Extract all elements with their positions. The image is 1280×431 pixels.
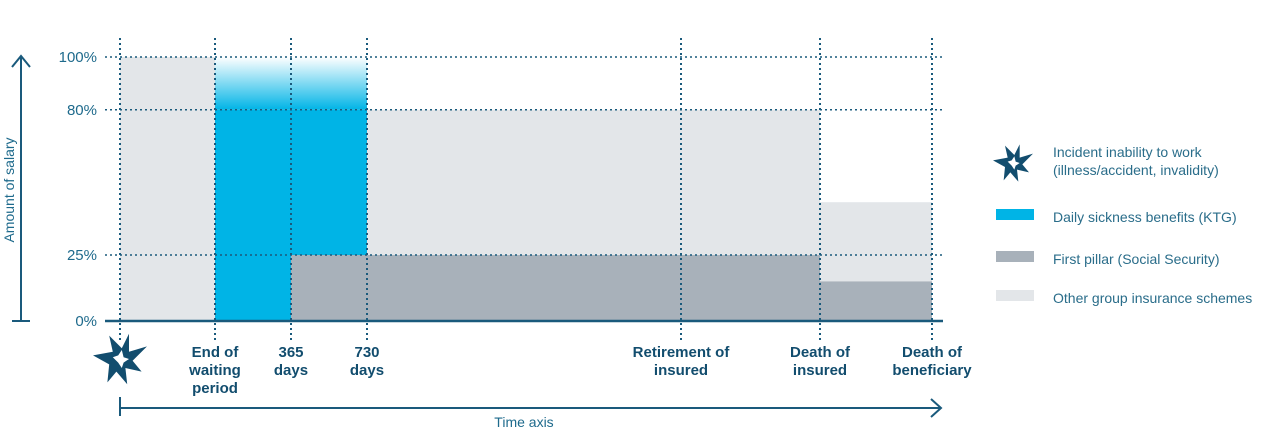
legend-label: Incident inability to work — [1053, 144, 1203, 160]
event-label-line: waiting — [188, 362, 241, 379]
y-tick-label: 100% — [59, 49, 97, 66]
event-label-death_beneficiary: Death of beneficiary — [892, 344, 972, 379]
bar-other — [120, 57, 215, 321]
event-label-death_insured: Death of insured — [790, 344, 851, 379]
bar-first_pillar — [367, 255, 820, 321]
event-label-line: beneficiary — [892, 362, 972, 379]
y-tick-label: 0% — [75, 313, 97, 330]
y-tick-label: 80% — [67, 102, 97, 119]
event-label-line: insured — [654, 362, 708, 379]
legend-item-other: Other group insurance schemes — [996, 290, 1252, 306]
event-label-d730: 730 days — [350, 344, 384, 379]
event-label-line: Retirement of — [633, 344, 731, 361]
event-label-line: 730 — [354, 344, 379, 361]
star-burst-icon — [993, 144, 1033, 182]
event-label-line: days — [350, 362, 384, 379]
legend-label: Other group insurance schemes — [1053, 290, 1252, 306]
event-label-line: Death of — [790, 344, 851, 361]
event-label-line: Death of — [902, 344, 963, 361]
legend-swatch-first_pillar — [996, 251, 1034, 262]
legend-label-line2: (illness/accident, invalidity) — [1053, 162, 1219, 178]
time-arrow-head-icon — [930, 398, 943, 418]
event-label-line: insured — [793, 362, 847, 379]
event-label-line: period — [192, 380, 238, 397]
legend-label: Daily sickness benefits (KTG) — [1053, 209, 1237, 225]
event-label-d365: 365 days — [274, 344, 308, 379]
y-arrow-head-icon — [11, 54, 31, 68]
legend-swatch-other — [996, 290, 1034, 301]
bar-first_pillar — [291, 255, 367, 321]
legend-label: First pillar (Social Security) — [1053, 251, 1219, 267]
bar-first_pillar — [820, 281, 932, 321]
legend-item-ktg: Daily sickness benefits (KTG) — [996, 209, 1237, 225]
y-axis-label: Amount of salary — [1, 137, 17, 242]
bar-other — [820, 202, 932, 282]
legend-item-first_pillar: First pillar (Social Security) — [996, 251, 1219, 267]
event-label-line: 365 — [278, 344, 303, 361]
event-label-line: days — [274, 362, 308, 379]
x-axis-label: Time axis — [494, 414, 553, 430]
bar-other — [367, 109, 820, 255]
event-label-retirement: Retirement of insured — [633, 344, 731, 379]
legend-swatch-ktg — [996, 209, 1034, 220]
incident-star-icon — [93, 333, 147, 385]
event-label-line: End of — [192, 344, 240, 361]
legend-item-incident: Incident inability to work (illness/accid… — [993, 144, 1219, 182]
event-label-waiting: End of waiting period — [188, 344, 241, 397]
y-tick-label: 25% — [67, 247, 97, 264]
